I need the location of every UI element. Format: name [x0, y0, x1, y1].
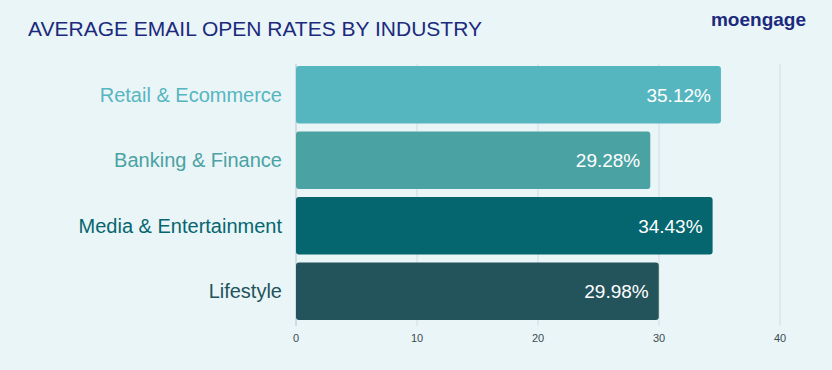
title: AVERAGE EMAIL OPEN RATES BY INDUSTRY: [28, 17, 482, 40]
category-label: Retail & Ecommerce: [100, 84, 282, 106]
tick-label: 0: [293, 332, 299, 344]
logo: moengage: [711, 9, 806, 30]
tick-label: 30: [653, 332, 665, 344]
data-label: 29.98%: [584, 281, 649, 302]
category-label: Lifestyle: [209, 280, 282, 302]
bar: [296, 197, 713, 255]
data-label: 29.28%: [576, 150, 641, 171]
category-label: Banking & Finance: [114, 149, 282, 171]
bars: [296, 66, 721, 320]
bar: [296, 263, 659, 321]
grid-line: [780, 64, 781, 326]
bar: [296, 132, 650, 190]
chart: AVERAGE EMAIL OPEN RATES BY INDUSTRY moen…: [0, 0, 832, 370]
tick-label: 20: [532, 332, 544, 344]
data-label: 35.12%: [646, 85, 711, 106]
bar: [296, 66, 721, 124]
data-label: 34.43%: [638, 216, 703, 237]
category-label: Media & Entertainment: [79, 215, 283, 237]
tick-label: 40: [774, 332, 786, 344]
background: [0, 0, 832, 370]
tick-label: 10: [411, 332, 423, 344]
